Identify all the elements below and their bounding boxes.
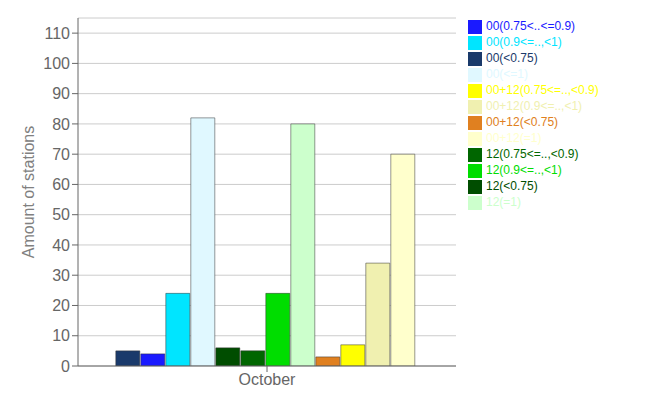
svg-text:10: 10 — [52, 327, 70, 344]
svg-text:Amount of stations: Amount of stations — [20, 126, 37, 259]
svg-text:90: 90 — [52, 85, 70, 102]
svg-text:0: 0 — [61, 358, 70, 375]
html-text:00+12(<0.75): 00+12(<0.75) — [486, 115, 559, 129]
svg-text:40: 40 — [52, 237, 70, 254]
html-text:00(<=1): 00(<=1) — [486, 67, 528, 81]
html-text:00(<0.75): 00(<0.75) — [486, 51, 538, 65]
svg-text:60: 60 — [52, 176, 70, 193]
html-text:12(<0.75): 12(<0.75) — [486, 179, 538, 193]
html-text:00+12(0.75<=..,<0.9): 00+12(0.75<=..,<0.9) — [486, 83, 599, 97]
html-text:00(0.75<..<=0.9): 00(0.75<..<=0.9) — [486, 19, 576, 33]
html-text:12(0.9<=..,<1): 12(0.9<=..,<1) — [486, 163, 562, 177]
html-text:12(0.75<=..,<0.9): 12(0.75<=..,<0.9) — [486, 147, 579, 161]
svg-text:50: 50 — [52, 206, 70, 223]
svg-text:110: 110 — [44, 25, 70, 42]
svg-text:100: 100 — [43, 55, 70, 72]
html-text:00+12(0.9<=..,<1): 00+12(0.9<=..,<1) — [486, 99, 583, 113]
svg-text:20: 20 — [52, 297, 70, 314]
svg-text:80: 80 — [52, 116, 70, 133]
svg-text:October: October — [239, 371, 297, 388]
html-text:00+12(=1): 00+12(=1) — [486, 131, 542, 145]
html-text:00(0.9<=..,<1): 00(0.9<=..,<1) — [486, 35, 562, 49]
svg-text:70: 70 — [52, 146, 70, 163]
html-text:12(=1): 12(=1) — [486, 195, 521, 209]
svg-text:30: 30 — [52, 267, 70, 284]
